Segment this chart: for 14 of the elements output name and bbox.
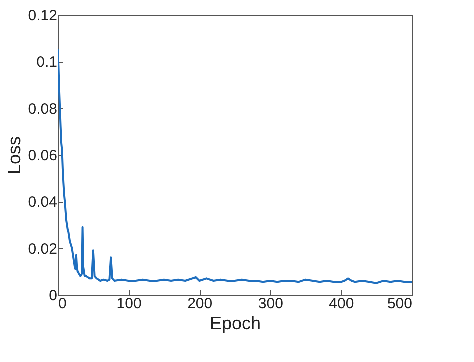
y-tick-label: 0.08 <box>28 100 58 118</box>
x-tick-label: 500 <box>387 296 412 312</box>
y-tick-label: 0.12 <box>28 8 58 24</box>
y-tick-label: 0.02 <box>28 240 58 258</box>
x-tick-label: 200 <box>188 296 213 312</box>
x-tick-label: 300 <box>258 296 284 312</box>
x-axis-title: Epoch <box>210 314 262 334</box>
y-tick-label: 0.06 <box>28 148 58 164</box>
y-axis-title: Loss <box>4 136 24 175</box>
line-series <box>58 49 412 284</box>
y-tick-label: 0.04 <box>28 194 58 212</box>
x-tick-label: 400 <box>329 296 354 312</box>
y-tick-label: 0.1 <box>36 54 58 72</box>
x-tick-label: 100 <box>116 296 142 312</box>
